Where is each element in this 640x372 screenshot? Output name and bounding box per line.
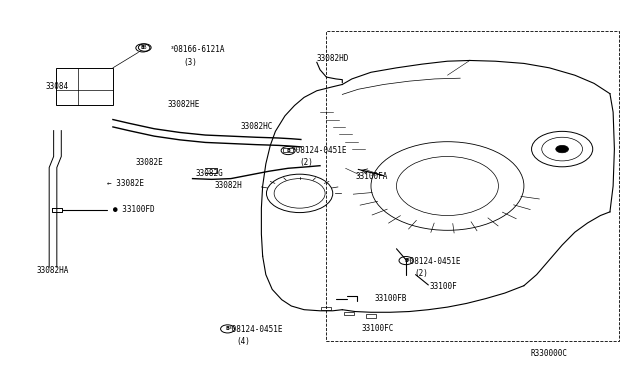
Text: B: B [286,148,290,153]
Text: ³08124-0451E: ³08124-0451E [228,326,283,334]
Text: (2): (2) [414,269,428,278]
Text: 33082HA: 33082HA [36,266,69,275]
Bar [321,307,332,310]
Text: (3): (3) [183,58,197,67]
Text: B: B [143,45,147,50]
Text: R330000C: R330000C [531,350,567,359]
Text: ● 33100FD: ● 33100FD [113,205,154,215]
Text: 33100FB: 33100FB [374,294,406,303]
Circle shape [556,145,568,153]
Bar [366,314,376,318]
Text: ³08166-6121A: ³08166-6121A [170,45,226,54]
Text: B: B [226,326,230,331]
Bar [283,148,293,152]
Text: ³08124-0451E: ³08124-0451E [291,147,347,155]
Text: 33082HC: 33082HC [241,122,273,131]
Text: (4): (4) [236,337,250,346]
Text: 33100FC: 33100FC [362,324,394,333]
Text: (2): (2) [300,158,314,167]
Text: 33100F: 33100F [429,282,458,291]
Text: 33084: 33084 [46,82,69,91]
Text: 33082HD: 33082HD [317,54,349,63]
Text: ← 33082E: ← 33082E [106,179,143,187]
Bar [344,311,354,315]
Text: 33082E: 33082E [135,157,163,167]
Text: B: B [404,258,408,263]
Text: B: B [141,45,145,51]
Text: ³08124-0451E: ³08124-0451E [406,257,461,266]
Text: 33100FA: 33100FA [355,172,387,181]
Text: 33082H: 33082H [215,182,243,190]
Bar [56,68,113,105]
Text: 33082HE: 33082HE [167,100,200,109]
Text: 33082G: 33082G [196,169,223,177]
